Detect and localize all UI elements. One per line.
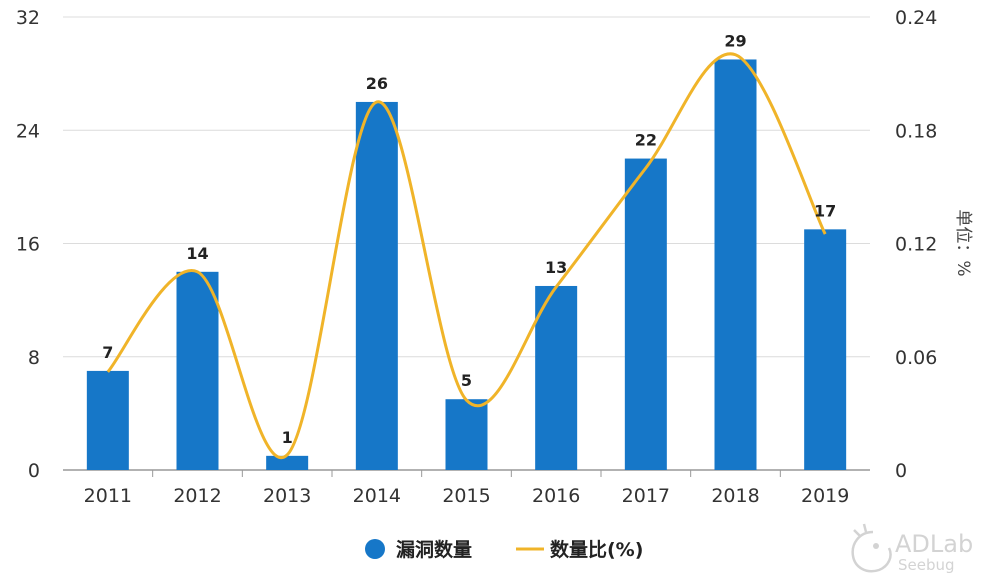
bar-value-label: 29	[724, 31, 746, 50]
bar	[355, 101, 398, 470]
y-left-tick-label: 24	[16, 120, 40, 142]
x-tick-label: 2014	[353, 485, 401, 507]
legend-label-line: 数量比(%)	[550, 538, 643, 561]
bar-value-label: 13	[545, 258, 567, 277]
legend: 漏洞数量 数量比(%)	[365, 538, 643, 561]
x-tick-label: 2012	[173, 485, 221, 507]
bar-value-label: 7	[102, 343, 113, 362]
y-right-tick-label: 0.24	[895, 7, 937, 29]
bar-value-label: 26	[366, 74, 388, 93]
legend-marker-bars	[365, 539, 385, 559]
bar	[714, 59, 757, 470]
x-tick-label: 2018	[711, 485, 759, 507]
y-left-tick-label: 0	[28, 460, 40, 482]
bar	[535, 285, 578, 470]
x-tick-label: 2019	[801, 485, 849, 507]
y-left-tick-label: 8	[28, 347, 40, 369]
bar-value-label: 14	[186, 244, 208, 263]
bar	[624, 158, 667, 470]
bar	[445, 399, 488, 470]
y-right-tick-label: 0.18	[895, 120, 937, 142]
x-tick-label: 2017	[622, 485, 670, 507]
bar-value-label: 22	[635, 131, 657, 150]
bar	[86, 370, 129, 470]
bar	[266, 455, 309, 470]
y-axis-right: 0 0.06 0.12 0.18 0.24	[895, 7, 937, 482]
x-tick-label: 2016	[532, 485, 580, 507]
y-right-tick-label: 0.12	[895, 234, 937, 256]
legend-label-bars: 漏洞数量	[396, 538, 472, 561]
y-right-tick-label: 0.06	[895, 347, 937, 369]
watermark: ADLab Seebug	[851, 523, 973, 574]
watermark-sub: Seebug	[898, 556, 955, 574]
y-axis-right-title: 单位：%	[953, 209, 973, 276]
bar-value-label: 5	[461, 371, 472, 390]
bar-series	[86, 59, 847, 470]
x-tick-label: 2013	[263, 485, 311, 507]
bar-value-label: 1	[282, 428, 293, 447]
y-axis-left: 0 8 16 24 32	[16, 7, 40, 482]
data-labels: 7 14 1 26 5 13 22 29 17	[102, 31, 836, 446]
ratio-line	[106, 52, 827, 460]
bar-value-label: 17	[814, 201, 836, 220]
watermark-logo-icon	[851, 523, 892, 573]
x-axis: 2011 2012 2013 2014 2015 2016 2017 2018 2019	[84, 470, 849, 507]
x-tick-label: 2011	[84, 485, 132, 507]
y-left-tick-label: 32	[16, 7, 40, 29]
x-tick-label: 2015	[442, 485, 490, 507]
y-right-tick-label: 0	[895, 460, 907, 482]
bar	[804, 229, 847, 470]
y-left-tick-label: 16	[16, 234, 40, 256]
watermark-brand: ADLab	[895, 530, 973, 558]
bar	[176, 271, 219, 470]
